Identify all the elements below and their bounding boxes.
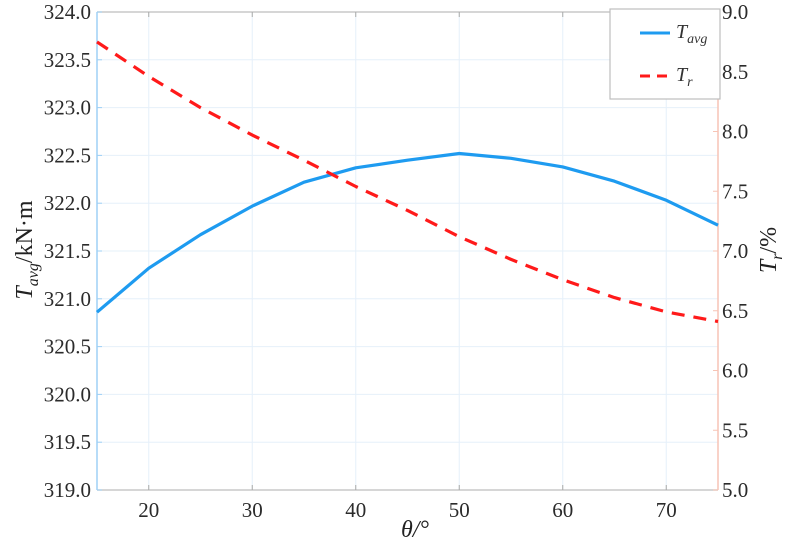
right-tick-label: 9.0 (722, 0, 748, 24)
x-tick-label: 30 (242, 498, 263, 522)
x-tick-label: 20 (138, 498, 159, 522)
x-tick-label: 50 (449, 498, 470, 522)
data-series (95, 40, 719, 324)
legend-box (609, 8, 721, 100)
legend: Tavg Tr (609, 8, 721, 100)
series-line-tavg (95, 151, 719, 314)
x-axis: 20 30 40 50 60 70 (138, 12, 677, 522)
left-tick-label: 323.0 (44, 96, 91, 120)
x-tick-label: 40 (345, 498, 366, 522)
left-tick-label: 319.0 (44, 478, 91, 502)
right-tick-label: 7.5 (722, 179, 748, 203)
legend-label-tr: Tr (676, 64, 693, 90)
x-tick-label: 70 (656, 498, 677, 522)
left-tick-label: 321.0 (44, 287, 91, 311)
right-tick-label: 6.5 (722, 299, 748, 323)
right-tick-label: 8.0 (722, 120, 748, 144)
x-tick-label: 60 (552, 498, 573, 522)
right-y-axis: 5.0 5.5 6.0 6.5 7.0 7.5 8.0 8.5 9.0 (713, 0, 748, 502)
left-tick-label: 321.5 (44, 239, 91, 263)
right-tick-label: 6.0 (722, 359, 748, 383)
right-y-axis-title: Tr/% (756, 227, 786, 273)
left-y-axis-title: Tavg/kN·m (12, 200, 42, 299)
left-tick-label: 319.5 (44, 430, 91, 454)
left-tick-label: 322.5 (44, 143, 91, 167)
right-tick-label: 5.0 (722, 478, 748, 502)
series-line-tr (96, 40, 719, 324)
right-tick-label: 5.5 (722, 418, 748, 442)
x-axis-title: θ/° (401, 517, 429, 543)
left-tick-label: 322.0 (44, 191, 91, 215)
left-tick-label: 320.5 (44, 335, 91, 359)
left-tick-label: 324.0 (44, 0, 91, 24)
legend-label-tavg: Tavg (676, 21, 707, 47)
right-tick-label: 7.0 (722, 239, 748, 263)
right-tick-label: 8.5 (722, 60, 748, 84)
left-tick-label: 323.5 (44, 48, 91, 72)
left-y-axis: 319.0 319.5 320.0 320.5 321.0 321.5 322.0 322.5… (44, 0, 102, 502)
left-tick-label: 320.0 (44, 382, 91, 406)
